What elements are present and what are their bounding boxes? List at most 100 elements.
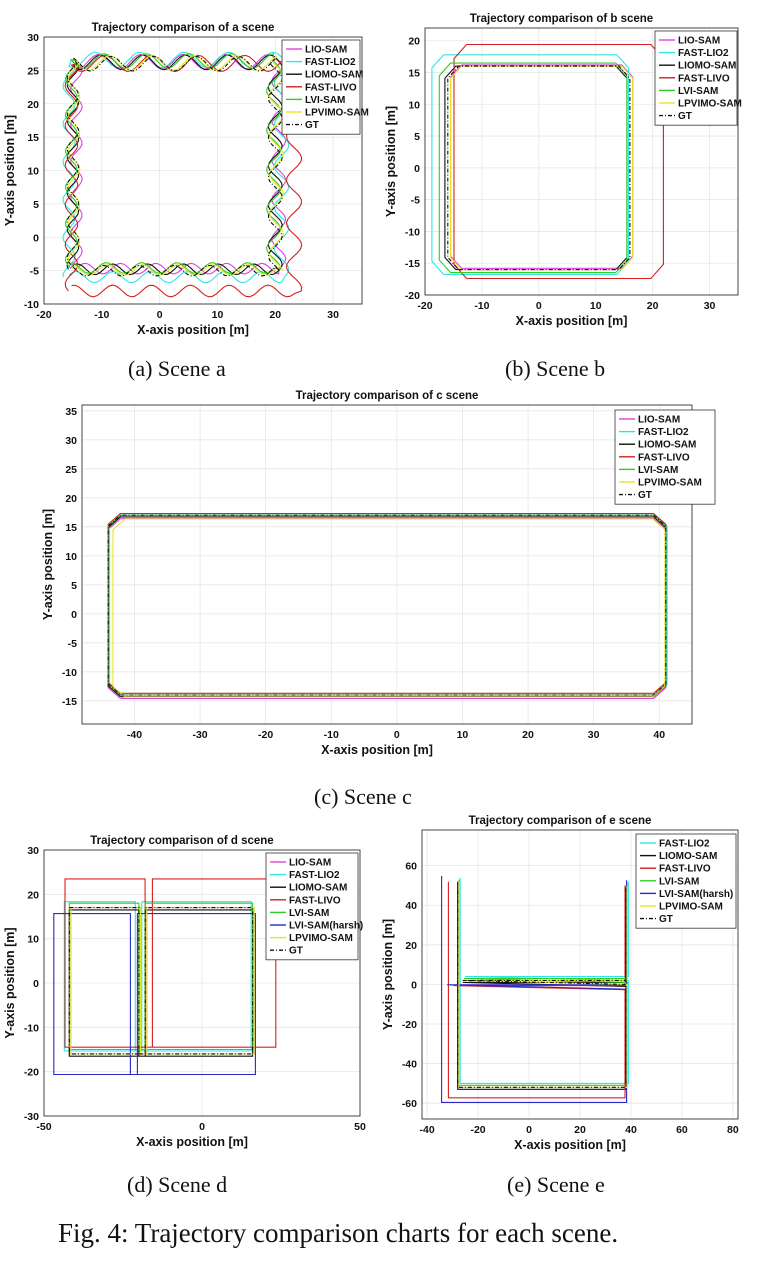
x-tick-label: 60 [676, 1124, 688, 1136]
series-fast-livo [447, 881, 626, 1099]
legend-label-lvi-sam-harsh: LVI-SAM(harsh) [289, 921, 363, 932]
x-tick-label: -10 [474, 300, 489, 312]
x-tick-label: 30 [327, 309, 339, 321]
y-tick-label: 20 [27, 889, 39, 901]
x-tick-label: 80 [727, 1124, 739, 1136]
x-tick-label: 10 [590, 300, 602, 312]
series-lvi-sam [107, 514, 667, 696]
legend-label-lio-sam: LIO-SAM [638, 415, 680, 426]
x-tick-label: 20 [522, 729, 534, 741]
legend-label-fast-livo: FAST-LIVO [659, 864, 711, 875]
x-tick-label: 10 [457, 729, 469, 741]
y-tick-label: 20 [65, 493, 77, 505]
chart-e: -40 -20 0 20 40 60 80 -60 -40 -20 0 20 40 60 Trajector… [381, 815, 739, 1152]
x-tick-label: -20 [470, 1124, 485, 1136]
y-tick-label: -20 [402, 1019, 417, 1031]
y-tick-label: 0 [71, 609, 77, 621]
y-tick-label: 15 [27, 132, 39, 144]
y-tick-label: -5 [411, 195, 420, 207]
y-tick-label: 15 [408, 68, 420, 80]
series-lvi-sam-harsh [53, 913, 256, 1076]
x-tick-label: 0 [526, 1124, 532, 1136]
series-gt [447, 65, 631, 271]
legend-label-liomo-sam: LIOMO-SAM [678, 61, 736, 72]
legend-label-lio-sam: LIO-SAM [678, 36, 720, 47]
series-lvi-sam [438, 62, 628, 274]
plot-frame [43, 36, 363, 305]
series-fast-livo [453, 43, 664, 280]
y-tick-label: -5 [68, 638, 77, 650]
subcaption-b: (b) Scene b [505, 356, 606, 381]
legend-label-lvi-sam: LVI-SAM [305, 95, 345, 106]
y-tick-label: 0 [414, 163, 420, 175]
legend-label-lvi-sam-harsh: LVI-SAM(harsh) [659, 889, 733, 900]
series-lpvimo-sam [67, 54, 284, 276]
y-tick-label: 35 [65, 406, 77, 418]
series-gt [68, 907, 254, 1055]
chart-d: -50 0 50 -30 -20 -10 0 10 20 30 Trajectory compari… [3, 835, 366, 1149]
y-axis-label: Y-axis position [m] [41, 509, 55, 620]
y-tick-label: -15 [405, 258, 420, 270]
legend-label-fast-lio2: FAST-LIO2 [305, 57, 356, 68]
x-axis-label: X-axis position [m] [136, 1135, 248, 1149]
series-fast-lio2 [63, 901, 252, 1052]
x-tick-label: 30 [588, 729, 600, 741]
x-tick-label: -10 [324, 729, 339, 741]
x-axis-label: X-axis position [m] [321, 743, 433, 757]
legend-label-lvi-sam: LVI-SAM [659, 876, 699, 887]
y-tick-label: 10 [65, 551, 77, 563]
x-tick-label: -20 [417, 300, 432, 312]
legend-label-gt: GT [678, 111, 692, 122]
x-tick-label: -50 [36, 1121, 51, 1133]
y-tick-label: 10 [27, 166, 39, 178]
x-tick-label: 50 [354, 1121, 366, 1133]
x-tick-label: 20 [647, 300, 659, 312]
legend-label-liomo-sam: LIOMO-SAM [289, 883, 347, 894]
y-tick-label: 40 [405, 900, 417, 912]
x-tick-label: -20 [36, 309, 51, 321]
y-tick-label: -60 [402, 1098, 417, 1110]
subcaption-a: (a) Scene a [128, 356, 226, 381]
x-tick-label: 40 [625, 1124, 637, 1136]
y-tick-label: 25 [65, 464, 77, 476]
legend-label-lpvimo-sam: LPVIMO-SAM [659, 902, 723, 913]
y-tick-label: 30 [27, 32, 39, 44]
subcaption-d: (d) Scene d [127, 1172, 228, 1197]
series-lio-sam [70, 53, 287, 275]
legend-label-fast-lio2: FAST-LIO2 [638, 427, 689, 438]
series-lpvimo-sam [112, 518, 666, 698]
chart-title: Trajectory comparison of d scene [90, 835, 273, 847]
x-tick-label: 0 [199, 1121, 205, 1133]
y-tick-label: -15 [62, 696, 77, 708]
series-lpvimo-sam [70, 907, 255, 1055]
y-tick-label: 0 [411, 979, 417, 991]
series-fast-livo [64, 878, 277, 1048]
series-fast-lio2 [431, 54, 630, 276]
plot-frame [81, 404, 693, 725]
x-tick-label: -40 [127, 729, 142, 741]
series-fast-lio2 [108, 514, 668, 696]
legend-label-lpvimo-sam: LPVIMO-SAM [289, 933, 353, 944]
legend-label-gt: GT [305, 120, 319, 131]
y-tick-label: 10 [27, 934, 39, 946]
legend-box [265, 852, 359, 961]
y-tick-label: 10 [408, 99, 420, 111]
y-tick-label: -10 [405, 226, 420, 238]
y-axis-label: Y-axis position [m] [3, 115, 17, 226]
series-fast-livo [107, 512, 667, 694]
legend-label-gt: GT [659, 914, 673, 925]
x-tick-label: 20 [269, 309, 281, 321]
y-axis-label: Y-axis position [m] [384, 106, 398, 217]
y-tick-label: 25 [27, 65, 39, 77]
y-axis-label: Y-axis position [m] [3, 927, 17, 1038]
legend-label-lio-sam: LIO-SAM [305, 45, 347, 56]
chart-title: Trajectory comparison of a scene [92, 22, 275, 34]
x-tick-label: -40 [420, 1124, 435, 1136]
series-gt [457, 881, 627, 1088]
chart-title: Trajectory comparison of c scene [296, 390, 479, 402]
series-lvi-sam [64, 52, 282, 274]
y-tick-label: -20 [24, 1067, 39, 1079]
y-tick-label: 20 [27, 99, 39, 111]
